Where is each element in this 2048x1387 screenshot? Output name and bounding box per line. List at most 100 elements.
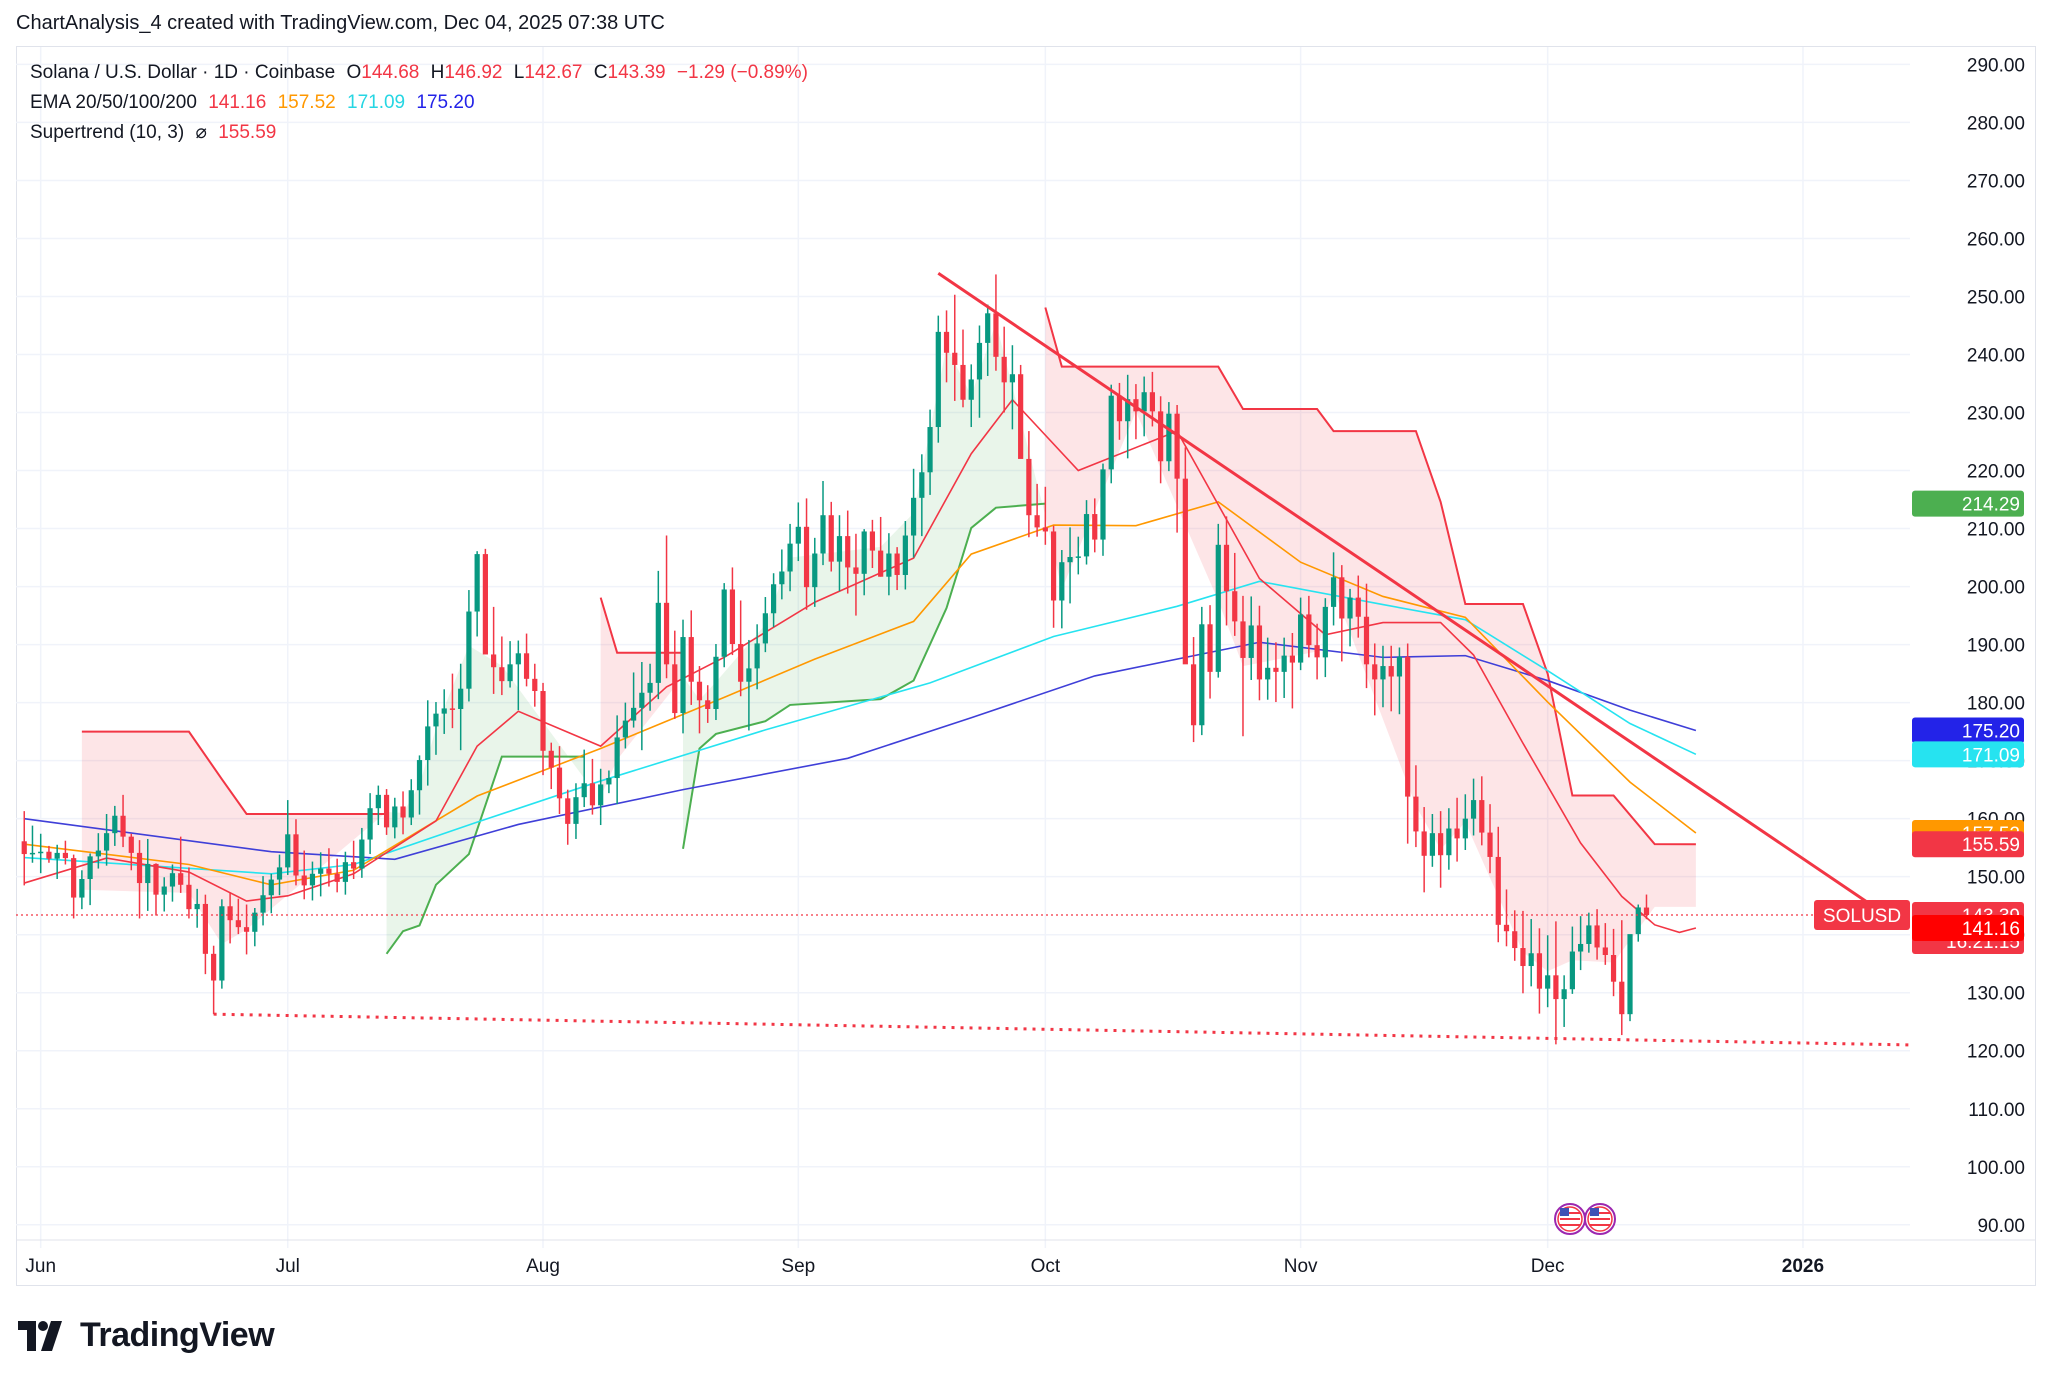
candle[interactable] xyxy=(729,567,736,656)
candle[interactable] xyxy=(943,310,950,383)
candle[interactable] xyxy=(663,535,670,679)
candle[interactable] xyxy=(1610,928,1617,997)
candle[interactable] xyxy=(556,746,563,815)
candle[interactable] xyxy=(672,630,678,719)
candle[interactable] xyxy=(1281,637,1287,698)
candle[interactable] xyxy=(1240,595,1246,737)
candle[interactable] xyxy=(1487,804,1493,874)
candle[interactable] xyxy=(145,838,151,911)
price-chart[interactable]: 290.00 280.00 270.00 260.00 250.00 240.00 230.… xyxy=(0,0,2048,1300)
candle[interactable] xyxy=(309,861,316,901)
candle[interactable] xyxy=(713,644,719,721)
candle[interactable] xyxy=(828,501,834,572)
candle[interactable] xyxy=(211,945,217,1015)
candle[interactable] xyxy=(1363,583,1370,689)
candle[interactable] xyxy=(136,840,143,919)
candle[interactable] xyxy=(919,454,925,537)
candle[interactable] xyxy=(696,666,703,734)
candle[interactable] xyxy=(1108,384,1114,484)
candle[interactable] xyxy=(1223,516,1230,626)
candle[interactable] xyxy=(1042,486,1048,545)
candle[interactable] xyxy=(178,836,184,893)
candle[interactable] xyxy=(680,619,686,734)
candle[interactable] xyxy=(301,850,307,900)
candle[interactable] xyxy=(1388,645,1394,712)
candle[interactable] xyxy=(1314,623,1320,680)
candle[interactable] xyxy=(548,742,554,790)
candle[interactable] xyxy=(1553,921,1559,1045)
candle[interactable] xyxy=(976,325,983,418)
candle[interactable] xyxy=(1347,588,1353,647)
candle[interactable] xyxy=(1594,909,1600,960)
candle[interactable] xyxy=(260,876,266,926)
candle[interactable] xyxy=(622,702,628,749)
legend-ema-row[interactable]: EMA 20/50/100/200 141.16 157.52 171.09 1… xyxy=(30,88,814,118)
candle[interactable] xyxy=(812,537,818,607)
candle[interactable] xyxy=(1586,912,1592,953)
candle[interactable] xyxy=(219,899,225,989)
candle[interactable] xyxy=(1158,396,1164,484)
candle[interactable] xyxy=(1248,596,1254,680)
candle[interactable] xyxy=(46,845,52,863)
candle[interactable] xyxy=(779,549,785,600)
candle[interactable] xyxy=(960,329,966,408)
candle[interactable] xyxy=(532,663,538,707)
candle[interactable] xyxy=(968,364,974,428)
candle[interactable] xyxy=(285,800,291,875)
candle[interactable] xyxy=(466,590,472,702)
candle[interactable] xyxy=(1512,910,1518,961)
candle[interactable] xyxy=(202,894,208,975)
economic-event-flags[interactable] xyxy=(1554,1203,1616,1235)
candle[interactable] xyxy=(746,639,752,731)
x-axis[interactable]: Jun Jul Aug Sep Oct Nov Dec 2026 xyxy=(25,1256,1824,1277)
candle[interactable] xyxy=(326,848,332,887)
candle[interactable] xyxy=(573,783,579,839)
candle[interactable] xyxy=(499,636,505,696)
candle[interactable] xyxy=(1289,632,1295,709)
candle[interactable] xyxy=(276,854,283,896)
candle[interactable] xyxy=(705,685,711,723)
candle[interactable] xyxy=(400,791,406,835)
candle[interactable] xyxy=(1215,523,1221,678)
candle[interactable] xyxy=(1339,565,1345,662)
legend-supertrend-row[interactable]: Supertrend (10, 3) ⌀ 155.59 xyxy=(30,118,814,148)
candle[interactable] xyxy=(1001,326,1007,413)
candle[interactable] xyxy=(1627,934,1633,1022)
candle[interactable] xyxy=(342,851,348,895)
candle[interactable] xyxy=(1372,643,1378,716)
candle[interactable] xyxy=(21,811,27,886)
candle[interactable] xyxy=(581,749,587,808)
candle[interactable] xyxy=(787,523,793,592)
candle[interactable] xyxy=(795,502,801,562)
candle[interactable] xyxy=(153,863,159,916)
candle[interactable] xyxy=(375,785,381,826)
us-flag-icon[interactable] xyxy=(1584,1203,1616,1235)
candle[interactable] xyxy=(1232,552,1238,636)
candle[interactable] xyxy=(1256,605,1263,701)
candle[interactable] xyxy=(62,840,69,865)
candle[interactable] xyxy=(1075,536,1081,575)
candle[interactable] xyxy=(1479,776,1485,846)
candle[interactable] xyxy=(993,274,999,371)
candle[interactable] xyxy=(252,908,258,947)
candle[interactable] xyxy=(845,510,851,594)
candle[interactable] xyxy=(803,498,810,610)
candle[interactable] xyxy=(836,515,843,592)
candle[interactable] xyxy=(1528,919,1534,987)
candle[interactable] xyxy=(515,640,521,711)
candle[interactable] xyxy=(243,904,250,955)
candle[interactable] xyxy=(408,779,414,826)
candle[interactable] xyxy=(161,877,167,912)
candle[interactable] xyxy=(1396,647,1403,715)
candle[interactable] xyxy=(1174,404,1180,533)
candle[interactable] xyxy=(1116,382,1123,440)
resistance-trendline[interactable] xyxy=(937,272,1887,916)
candle[interactable] xyxy=(614,715,620,805)
candle[interactable] xyxy=(268,873,274,914)
candle[interactable] xyxy=(38,833,44,874)
candle[interactable] xyxy=(1602,923,1608,965)
candle[interactable] xyxy=(1141,376,1147,437)
candle[interactable] xyxy=(878,516,884,577)
candle[interactable] xyxy=(169,864,176,902)
candle[interactable] xyxy=(952,294,958,401)
